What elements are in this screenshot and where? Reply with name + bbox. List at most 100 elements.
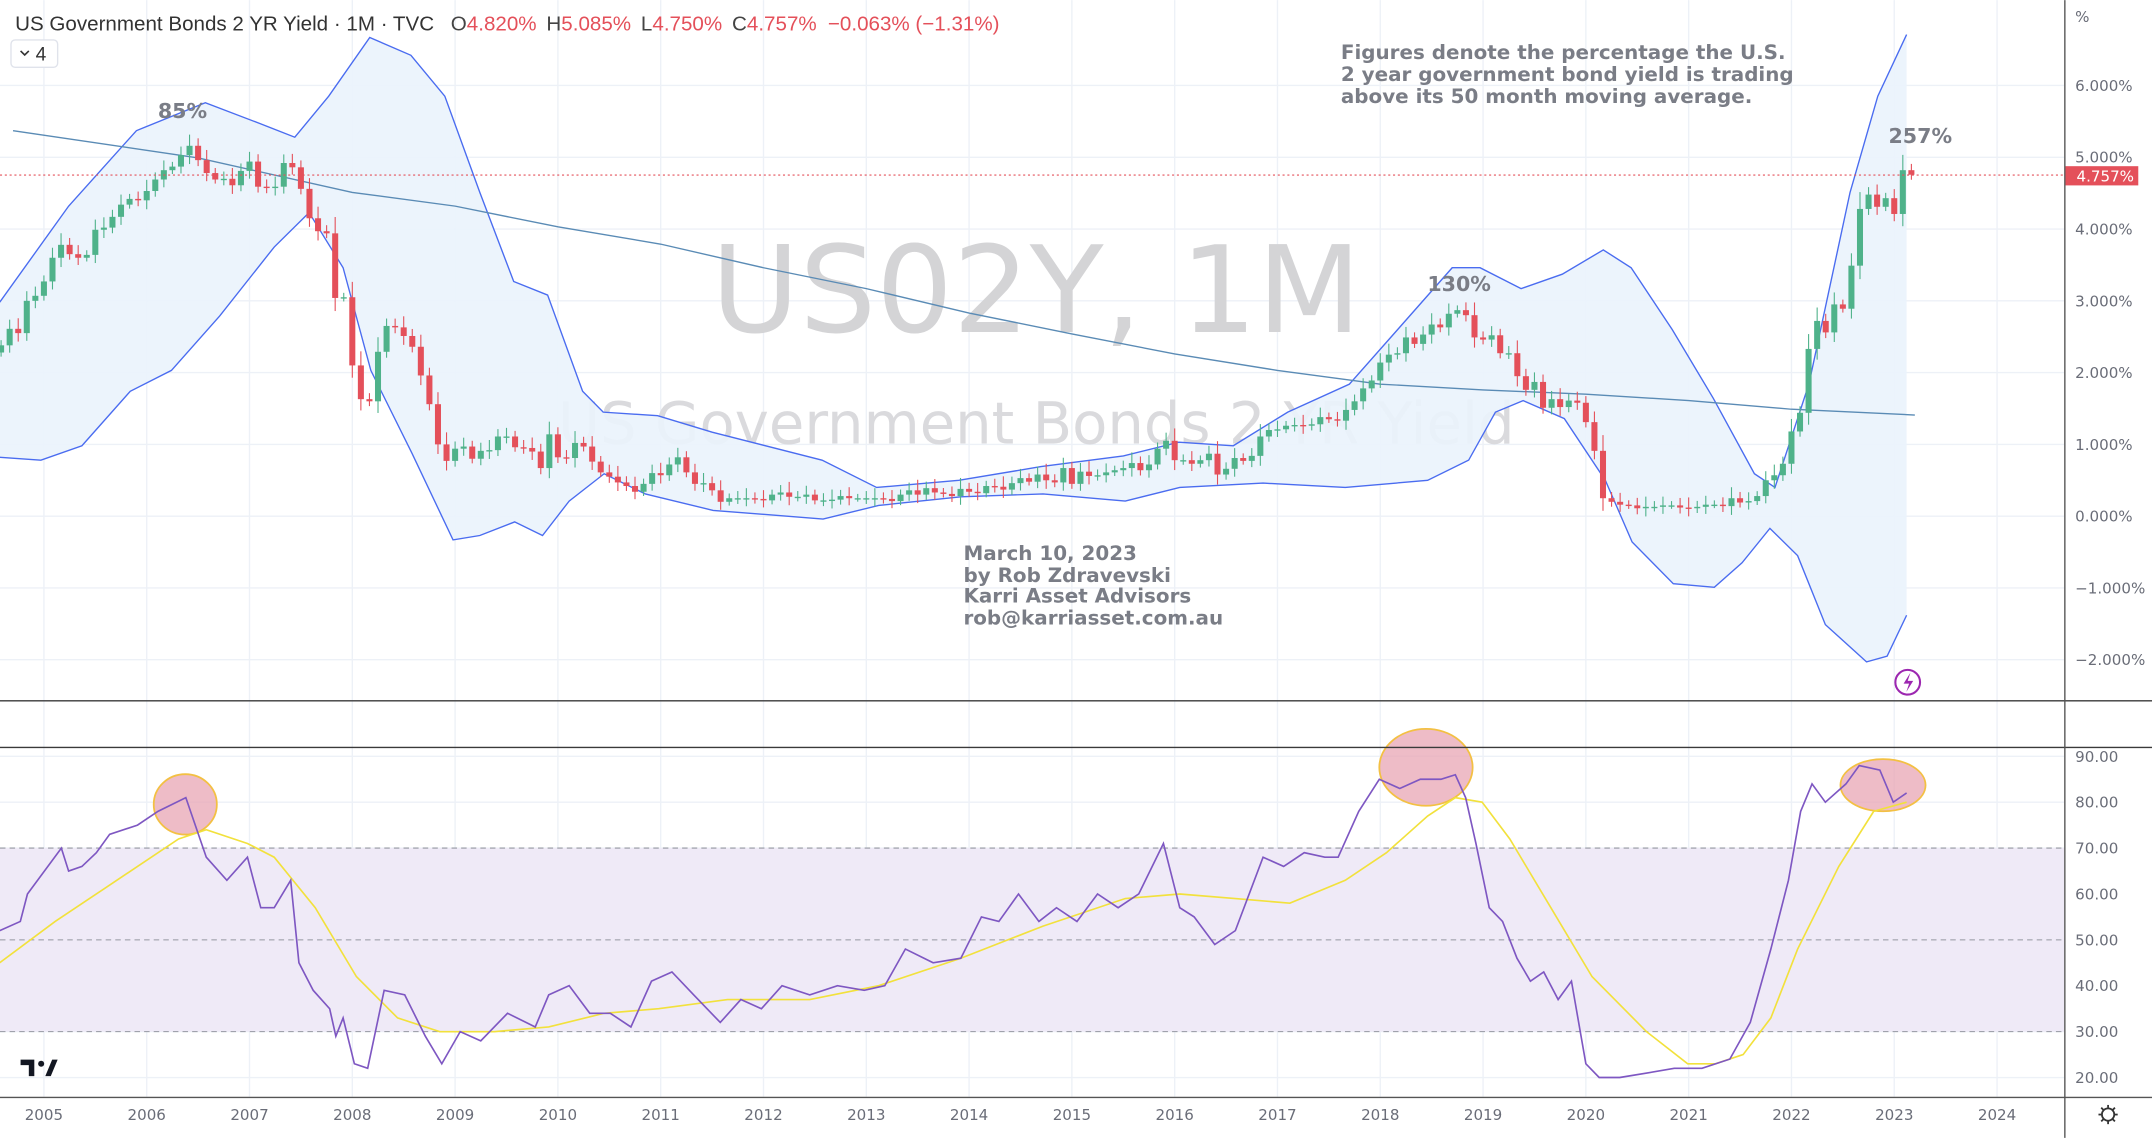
candle	[1128, 452, 1135, 477]
indicators-toggle-button[interactable]: 4	[10, 39, 59, 69]
candle-body	[255, 161, 262, 187]
candle	[683, 451, 690, 478]
lightning-icon[interactable]	[1894, 668, 1922, 696]
candle-body	[1625, 504, 1632, 507]
candle	[332, 216, 339, 312]
candle	[1377, 353, 1384, 388]
candle	[709, 476, 716, 496]
candle	[991, 478, 998, 493]
rsi-tick-label: 60.00	[2075, 885, 2118, 903]
candle-body	[966, 488, 973, 492]
price-pane[interactable]	[0, 34, 1915, 663]
candle	[1317, 407, 1324, 432]
candle	[434, 392, 441, 454]
highlight-ellipse-2022	[1839, 758, 1927, 813]
candle-body	[263, 186, 270, 189]
candle-body	[477, 450, 484, 459]
candle	[203, 149, 210, 182]
candle	[854, 493, 861, 502]
candle	[1480, 331, 1487, 345]
candle	[1402, 326, 1409, 362]
candle-body	[1068, 468, 1075, 484]
candle	[152, 172, 159, 197]
candle-body	[40, 281, 47, 296]
candle-body	[674, 457, 681, 465]
rsi-axis[interactable]: 90.00 80.00 70.00 60.00 50.00 40.00 30.00 20.00	[2075, 748, 2118, 1087]
candle	[512, 430, 519, 452]
low-value: 4.750%	[652, 12, 722, 35]
candle	[1017, 468, 1024, 491]
x-tick-label: 2018	[1361, 1106, 1399, 1124]
candle	[554, 427, 561, 463]
candle	[1899, 154, 1906, 227]
candle	[1360, 378, 1367, 410]
candle-body	[691, 472, 698, 484]
candle-body	[1668, 505, 1675, 507]
candle	[1685, 497, 1692, 517]
candle	[572, 431, 579, 468]
x-tick-label: 2019	[1464, 1106, 1502, 1124]
x-tick-label: 2009	[436, 1106, 474, 1124]
candle	[340, 292, 347, 302]
candle-body	[614, 476, 621, 483]
candle	[1771, 464, 1778, 489]
candle-body	[1462, 310, 1469, 316]
candle	[1591, 411, 1598, 460]
candle-body	[837, 496, 844, 500]
rsi-tick-label: 50.00	[2075, 931, 2118, 949]
candle	[1394, 347, 1401, 360]
candle	[1754, 491, 1761, 506]
candle-body	[1651, 506, 1658, 509]
candle	[503, 427, 510, 444]
time-axis[interactable]: 2005 2006 2007 2008 2009 2010 2011 2012 2013 2014…	[25, 1106, 2017, 1124]
candle-body	[1899, 170, 1906, 214]
symbol-title[interactable]: US Government Bonds 2 YR Yield · 1M · TV…	[15, 12, 434, 35]
candle	[863, 491, 870, 504]
price-axis[interactable]: 6.000% 5.000% 4.000% 3.000% 2.000% 1.000% 0.00…	[2075, 77, 2145, 669]
candle-body	[452, 448, 459, 461]
moving-average-50-line	[12, 129, 1915, 416]
candle-body	[434, 404, 441, 445]
candle-body	[169, 166, 176, 171]
candle-body	[974, 491, 981, 494]
candle	[452, 441, 459, 467]
candle	[1565, 394, 1572, 413]
settings-gear-icon[interactable]	[2098, 1104, 2118, 1125]
candle-body	[1283, 425, 1290, 430]
candle	[1522, 368, 1529, 396]
candle-body	[177, 155, 184, 167]
candle	[846, 487, 853, 506]
price-tick-label: −2.000%	[2075, 651, 2145, 669]
candle	[237, 163, 244, 192]
candle	[820, 493, 827, 507]
candle-body	[1154, 448, 1161, 465]
candle	[983, 480, 990, 498]
candle-body	[1188, 460, 1195, 464]
candle	[426, 367, 433, 411]
x-tick-label: 2010	[539, 1106, 577, 1124]
candle-body	[374, 351, 382, 402]
candle-body	[1711, 504, 1718, 507]
candle	[1574, 391, 1581, 410]
candle-body	[1514, 353, 1521, 377]
candle-body	[1574, 400, 1581, 403]
candle-body	[1137, 463, 1144, 471]
candle	[1180, 454, 1187, 465]
candle-body	[1360, 388, 1367, 402]
candle	[1719, 497, 1726, 512]
candle	[1831, 292, 1838, 342]
candle	[923, 481, 930, 500]
candle-body	[1145, 464, 1152, 471]
candle-body	[32, 295, 39, 301]
candle	[1325, 412, 1332, 423]
candle	[1702, 495, 1709, 514]
candle	[974, 482, 981, 501]
tradingview-logo-icon[interactable]	[20, 1059, 58, 1077]
candle	[1188, 451, 1195, 471]
candle	[117, 194, 125, 225]
candle-body	[991, 486, 998, 488]
x-tick-label: 2005	[25, 1106, 63, 1124]
candle	[1514, 340, 1521, 387]
candle-body	[357, 365, 364, 400]
